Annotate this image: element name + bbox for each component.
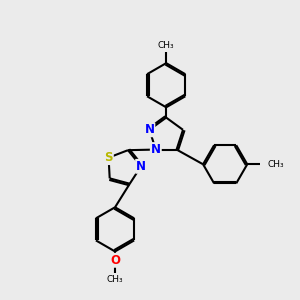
Text: N: N bbox=[144, 123, 154, 136]
Text: O: O bbox=[110, 254, 120, 267]
Text: N: N bbox=[151, 143, 161, 156]
Text: S: S bbox=[104, 151, 113, 164]
Text: CH₃: CH₃ bbox=[107, 274, 123, 284]
Text: CH₃: CH₃ bbox=[158, 41, 175, 50]
Text: N: N bbox=[136, 160, 146, 173]
Text: CH₃: CH₃ bbox=[268, 160, 284, 169]
